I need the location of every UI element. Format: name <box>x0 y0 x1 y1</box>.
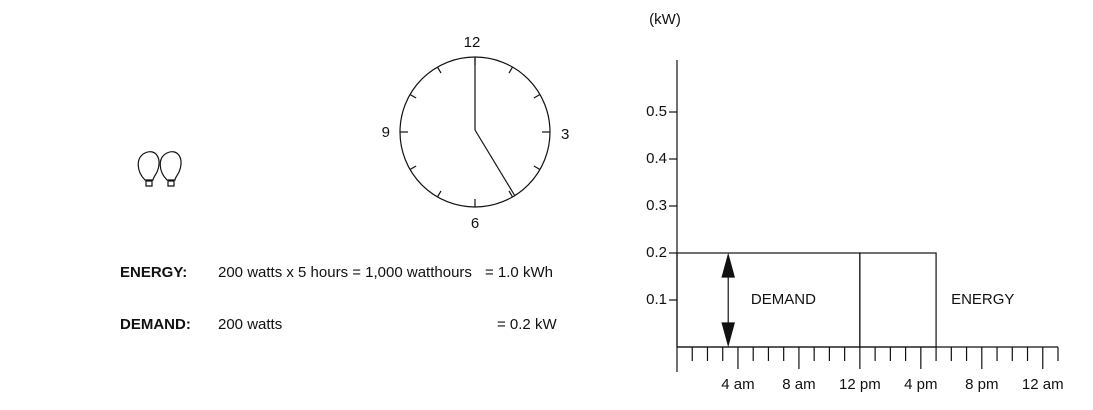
x-tick-label: 8 pm <box>965 376 998 393</box>
demand-label: DEMAND: <box>120 316 191 333</box>
y-tick-label: 0.5 <box>646 103 667 120</box>
demand-text: 200 watts <box>218 316 282 333</box>
clock-label: 6 <box>471 215 479 232</box>
clock-tick <box>436 66 442 74</box>
block <box>859 252 937 348</box>
x-tick-label: 12 am <box>1022 376 1064 393</box>
clock-label: 12 <box>464 34 481 51</box>
clock: 12 3 6 9 <box>382 34 570 232</box>
arrow-head <box>721 322 735 348</box>
energy-result: = 1.0 kWh <box>485 264 553 281</box>
block-label: DEMAND <box>751 291 816 308</box>
x-tick-label: 4 pm <box>904 376 937 393</box>
demand-result: = 0.2 kW <box>497 316 557 333</box>
clock-tick <box>508 190 514 198</box>
clock-tick <box>409 165 417 171</box>
clock-tick <box>533 93 541 99</box>
block-label: ENERGY <box>951 291 1014 308</box>
light-bulbs <box>137 151 182 187</box>
y-tick-label: 0.1 <box>646 291 667 308</box>
y-tick-label: 0.3 <box>646 197 667 214</box>
clock-label: 3 <box>561 126 569 143</box>
clock-tick <box>409 93 417 99</box>
x-tick-label: 8 am <box>782 376 815 393</box>
y-tick-label: 0.4 <box>646 150 667 167</box>
energy-label: ENERGY: <box>120 264 187 281</box>
y-axis-label: (kW) <box>649 11 681 28</box>
x-tick-label: 12 pm <box>839 376 881 393</box>
clock-tick <box>533 165 541 171</box>
hour-hand <box>474 129 516 197</box>
arrow-head <box>721 252 735 278</box>
x-tick-label: 4 am <box>721 376 754 393</box>
y-tick-label: 0.2 <box>646 244 667 261</box>
clock-tick <box>508 66 514 74</box>
clock-tick <box>436 190 442 198</box>
energy-text: 200 watts x 5 hours = 1,000 watthours <box>218 264 472 281</box>
clock-label: 9 <box>382 124 390 141</box>
chart: 0.1 0.2 0.3 0.4 0.5 4 am 8 am 12 pm 4 pm 8 pm 12 a… <box>646 60 1064 393</box>
